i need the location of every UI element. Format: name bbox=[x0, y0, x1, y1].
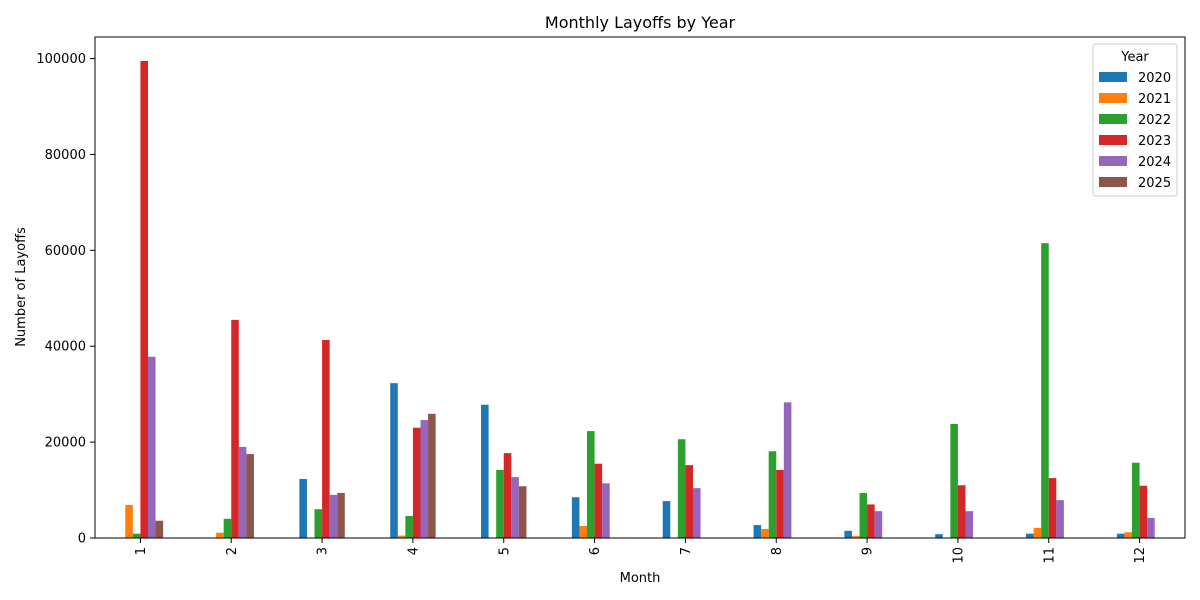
x-tick-label: 10 bbox=[951, 547, 966, 564]
bar-2020-month-8 bbox=[753, 525, 762, 538]
bar-2024-month-2 bbox=[238, 446, 247, 538]
x-tick-label: 9 bbox=[861, 547, 876, 555]
bar-2020-month-5 bbox=[481, 404, 489, 538]
x-axis: 1 2 3 4 5 6 7 8 9 10 11 12 bbox=[134, 538, 1148, 564]
x-tick-label: 3 bbox=[316, 547, 331, 555]
bar-2022-month-11 bbox=[1041, 243, 1049, 538]
bar-2024-month-9 bbox=[874, 511, 883, 538]
bar-2022-month-3 bbox=[314, 509, 323, 538]
y-axis-label: Number of Layoffs bbox=[14, 227, 29, 347]
bar-2024-month-6 bbox=[602, 483, 610, 538]
bar-2024-month-5 bbox=[511, 477, 519, 538]
legend-label-2022: 2022 bbox=[1138, 113, 1171, 128]
bar-2024-month-10 bbox=[965, 511, 974, 538]
bar-2022-month-9 bbox=[859, 492, 868, 538]
bar-2020-month-12 bbox=[1116, 533, 1125, 538]
bar-2021-month-1 bbox=[125, 504, 133, 538]
chart-title: Monthly Layoffs by Year bbox=[545, 13, 736, 32]
bar-2023-month-12 bbox=[1139, 485, 1148, 538]
bar-2022-month-8 bbox=[768, 451, 777, 538]
x-tick-label: 4 bbox=[406, 547, 421, 555]
bar-2022-month-5 bbox=[496, 469, 504, 538]
bar-2021-month-8 bbox=[761, 528, 769, 538]
bar-group bbox=[125, 60, 1155, 538]
x-tick-label: 1 bbox=[134, 547, 149, 555]
legend-label-2024: 2024 bbox=[1138, 155, 1171, 170]
y-tick-label: 80000 bbox=[45, 148, 86, 163]
bar-2024-month-1 bbox=[147, 356, 156, 538]
bar-2023-month-3 bbox=[322, 340, 330, 538]
bar-2025-month-3 bbox=[337, 492, 345, 538]
bar-2020-month-7 bbox=[662, 501, 671, 538]
x-tick-label: 2 bbox=[225, 547, 240, 555]
legend-swatch-2024 bbox=[1099, 156, 1127, 166]
bar-2022-month-7 bbox=[677, 439, 686, 538]
bar-2023-month-2 bbox=[231, 319, 239, 538]
bar-2023-month-6 bbox=[594, 463, 603, 538]
legend-label-2021: 2021 bbox=[1138, 92, 1171, 107]
bar-2022-month-10 bbox=[950, 423, 958, 538]
bar-2020-month-10 bbox=[935, 534, 943, 538]
x-tick-label: 11 bbox=[1042, 547, 1057, 564]
bar-2022-month-1 bbox=[132, 533, 141, 538]
legend-label-2023: 2023 bbox=[1138, 134, 1171, 149]
y-tick-label: 40000 bbox=[45, 340, 86, 355]
bar-2021-month-2 bbox=[216, 532, 224, 538]
y-tick-label: 60000 bbox=[45, 244, 86, 259]
x-tick-label: 6 bbox=[588, 547, 603, 555]
legend-swatch-2022 bbox=[1099, 114, 1127, 124]
bar-2023-month-8 bbox=[776, 469, 784, 538]
bar-2023-month-9 bbox=[867, 504, 875, 538]
bar-2023-month-7 bbox=[685, 465, 693, 538]
y-tick-label: 20000 bbox=[45, 436, 86, 451]
bar-2021-month-9 bbox=[851, 536, 860, 538]
x-tick-label: 8 bbox=[770, 547, 785, 555]
bar-2023-month-11 bbox=[1048, 478, 1057, 538]
legend-swatch-2020 bbox=[1099, 72, 1127, 82]
bar-2020-month-11 bbox=[1026, 533, 1034, 538]
legend-label-2020: 2020 bbox=[1138, 71, 1171, 86]
legend-swatch-2021 bbox=[1099, 93, 1127, 103]
bar-2020-month-6 bbox=[571, 497, 580, 538]
legend-swatch-2023 bbox=[1099, 135, 1127, 145]
plot-frame bbox=[94, 36, 1186, 539]
bar-2025-month-1 bbox=[155, 520, 164, 538]
bar-2024-month-7 bbox=[692, 488, 701, 538]
legend-label-2025: 2025 bbox=[1138, 176, 1171, 191]
x-tick-label: 7 bbox=[679, 547, 694, 555]
bar-2022-month-6 bbox=[587, 431, 595, 538]
x-axis-label: Month bbox=[620, 571, 661, 586]
bar-2022-month-2 bbox=[223, 518, 232, 538]
bar-2024-month-11 bbox=[1056, 500, 1064, 538]
bar-2024-month-4 bbox=[420, 420, 429, 538]
bar-2020-month-3 bbox=[299, 479, 307, 538]
bar-2025-month-5 bbox=[518, 486, 527, 538]
bar-2024-month-8 bbox=[783, 402, 792, 538]
legend-swatch-2025 bbox=[1099, 177, 1127, 187]
legend-title: Year bbox=[1120, 50, 1149, 65]
bar-2023-month-4 bbox=[412, 427, 421, 538]
bar-2021-month-4 bbox=[397, 535, 406, 538]
bar-2021-month-6 bbox=[579, 526, 588, 538]
y-tick-label: 100000 bbox=[36, 52, 86, 67]
x-tick-label: 12 bbox=[1133, 547, 1148, 564]
y-tick-label: 0 bbox=[78, 532, 86, 547]
bar-2023-month-10 bbox=[957, 485, 966, 538]
bar-2021-month-12 bbox=[1124, 532, 1133, 538]
legend: Year 2020 2021 2022 2023 2024 2025 bbox=[1092, 43, 1178, 197]
bar-2022-month-12 bbox=[1132, 462, 1140, 538]
bar-2024-month-3 bbox=[329, 494, 338, 538]
bar-2024-month-12 bbox=[1147, 517, 1155, 538]
x-tick-label: 5 bbox=[497, 547, 512, 555]
bar-2025-month-4 bbox=[428, 413, 436, 538]
bar-2022-month-4 bbox=[405, 515, 413, 538]
bar-2020-month-9 bbox=[844, 530, 852, 538]
bar-2020-month-4 bbox=[390, 383, 398, 538]
bar-2021-month-11 bbox=[1033, 527, 1042, 538]
y-axis: 0 20000 40000 60000 80000 100000 bbox=[36, 52, 95, 547]
bar-2023-month-5 bbox=[503, 453, 512, 538]
bar-2023-month-1 bbox=[140, 60, 148, 538]
bar-2025-month-2 bbox=[246, 454, 254, 538]
